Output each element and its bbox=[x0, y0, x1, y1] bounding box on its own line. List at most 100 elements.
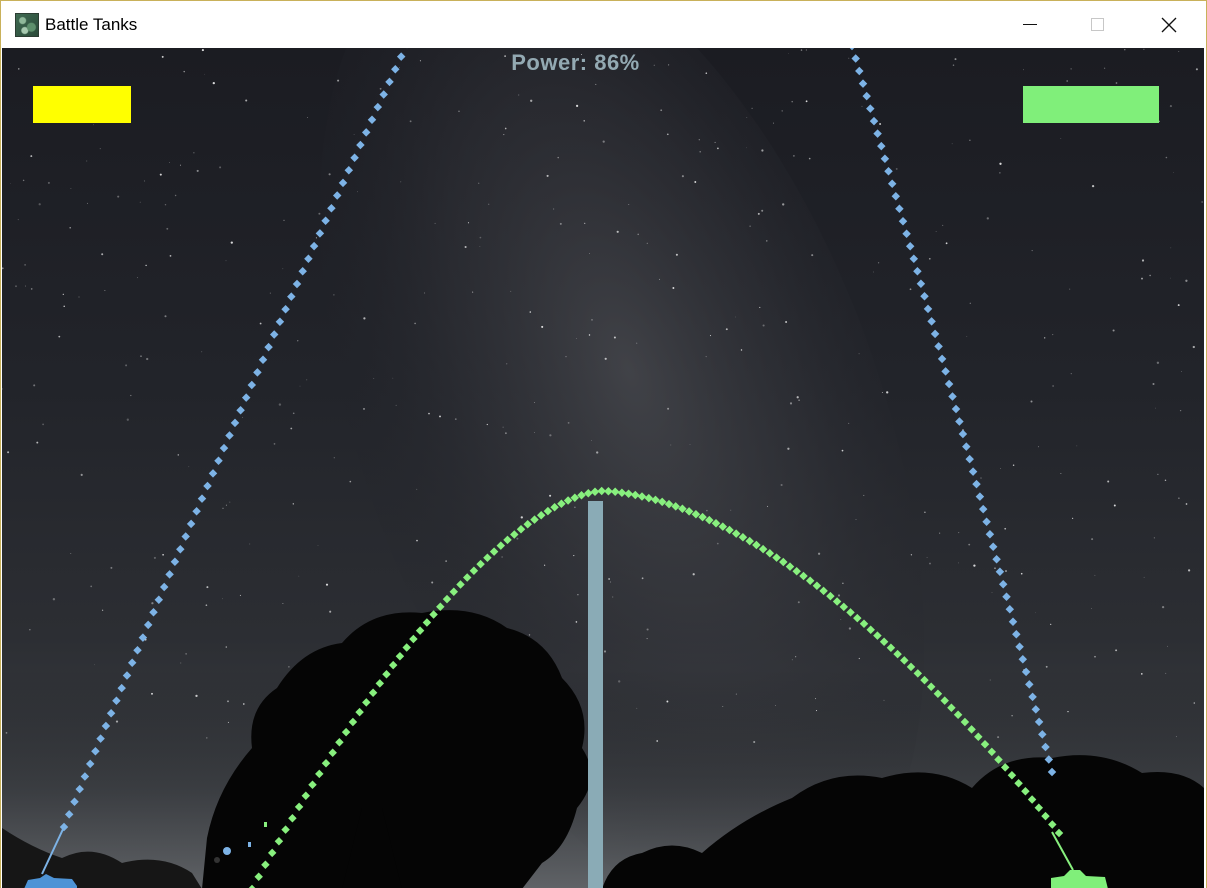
trajectory-dot bbox=[902, 229, 911, 239]
trajectory-dot bbox=[338, 178, 348, 188]
trajectory-dot bbox=[862, 91, 871, 101]
trajectory-dot bbox=[181, 532, 190, 541]
trajectory-dot bbox=[884, 166, 893, 176]
trajectory-dot bbox=[476, 559, 485, 569]
trajectory-dot bbox=[980, 740, 990, 749]
trajectory-dot bbox=[536, 510, 546, 520]
maximize-button[interactable] bbox=[1075, 1, 1121, 48]
trajectory-dot bbox=[1012, 630, 1021, 639]
trajectory-dot bbox=[988, 542, 998, 551]
trajectory-dot bbox=[149, 608, 158, 617]
trajectory-dot bbox=[530, 515, 539, 524]
trajectory-dot bbox=[698, 512, 707, 522]
stars bbox=[2, 48, 1203, 748]
trajectory-dot bbox=[1000, 763, 1010, 772]
trajectory-dot bbox=[987, 747, 997, 757]
trajectory-dot bbox=[1041, 811, 1050, 821]
trajectory-dot bbox=[1018, 655, 1028, 664]
trajectory-dot bbox=[745, 536, 754, 546]
trajectory-dot bbox=[321, 758, 331, 768]
maximize-icon bbox=[1091, 18, 1104, 31]
trajectory-dot bbox=[309, 241, 319, 251]
trajectory-dot bbox=[930, 329, 940, 339]
trajectory-dot bbox=[106, 709, 116, 718]
trajectory-dot bbox=[617, 488, 627, 497]
trajectory-dot bbox=[287, 292, 296, 301]
trajectory-dot bbox=[758, 544, 768, 554]
trajectory-dot bbox=[994, 755, 1003, 764]
player2-health-bar bbox=[1023, 86, 1159, 123]
trajectory-dot bbox=[350, 153, 359, 162]
trajectory-dot bbox=[361, 128, 371, 137]
trajectory-dot bbox=[385, 77, 394, 87]
trajectory-dot bbox=[328, 748, 337, 757]
trajectory-dot bbox=[1034, 803, 1044, 812]
trajectory-dot bbox=[373, 102, 383, 112]
trajectory-dot bbox=[577, 490, 586, 500]
trajectory-dot bbox=[402, 643, 411, 652]
trajectory-dot bbox=[258, 355, 268, 364]
trajectory-dot bbox=[913, 267, 922, 276]
trajectory-dot bbox=[893, 649, 902, 659]
trajectory-dot bbox=[422, 618, 432, 627]
trajectory-dot bbox=[705, 515, 714, 525]
trajectory-dot bbox=[165, 570, 174, 579]
trajectory-dot bbox=[264, 342, 273, 352]
trajectory-dot bbox=[91, 746, 100, 756]
trajectory-dot bbox=[348, 717, 358, 727]
trajectory-dot bbox=[879, 637, 889, 646]
trajectory-dot bbox=[230, 418, 240, 428]
trajectory-dot bbox=[960, 717, 970, 727]
trajectory-dot bbox=[671, 502, 680, 511]
trajectory-dot bbox=[853, 613, 862, 623]
trajectory-dot bbox=[855, 66, 864, 76]
trajectory-dot bbox=[80, 772, 90, 781]
trajectory-dot bbox=[1038, 730, 1047, 739]
trajectory-dot bbox=[456, 580, 465, 589]
minimize-icon bbox=[1023, 24, 1037, 25]
trajectory-dot bbox=[489, 547, 499, 556]
trajectory-dot bbox=[154, 595, 164, 604]
trajectory-dot bbox=[992, 554, 1001, 564]
trajectory-dot bbox=[731, 529, 741, 538]
game-overlay bbox=[24, 48, 1108, 888]
power-readout: Power: 86% bbox=[511, 50, 640, 75]
trajectory-dot bbox=[367, 115, 377, 125]
trajectory-dot bbox=[651, 495, 660, 505]
trajectory-dot bbox=[281, 304, 290, 314]
trajectory-dot bbox=[859, 619, 869, 629]
trajectory-dot bbox=[887, 179, 897, 188]
trajectory-dot bbox=[275, 317, 285, 327]
trajectory-dot bbox=[951, 404, 961, 414]
trajectory-dot bbox=[203, 481, 212, 491]
trajectory-dot bbox=[516, 525, 526, 534]
trajectory-dot bbox=[253, 368, 262, 377]
trajectory-dot bbox=[657, 497, 667, 507]
trajectory-dot bbox=[880, 154, 890, 163]
trajectory-dot bbox=[186, 519, 196, 529]
game-canvas[interactable]: Power: 86% bbox=[2, 48, 1204, 888]
trajectory-dot bbox=[176, 544, 185, 554]
trajectory-dot bbox=[891, 191, 901, 201]
trajectory-dot bbox=[1014, 779, 1023, 788]
minimize-button[interactable] bbox=[1007, 1, 1053, 48]
close-button[interactable] bbox=[1146, 1, 1192, 48]
trajectory-dot bbox=[261, 860, 270, 870]
trajectory-dot bbox=[462, 573, 472, 582]
trajectory-dot bbox=[301, 791, 311, 800]
trajectory-dot bbox=[799, 571, 808, 581]
trajectory-dot bbox=[933, 689, 943, 698]
trajectory-dot bbox=[315, 769, 324, 779]
trajectory-dot bbox=[388, 660, 398, 670]
trajectory-dot bbox=[133, 645, 142, 655]
trajectory-dot bbox=[409, 634, 418, 644]
player1-tank[interactable] bbox=[24, 826, 77, 888]
trajectory-dot bbox=[965, 454, 974, 464]
trajectory-dot bbox=[192, 507, 201, 516]
player2-tank[interactable] bbox=[1051, 831, 1108, 888]
trajectory-dot bbox=[304, 254, 313, 263]
title-bar[interactable]: Battle Tanks bbox=[1, 1, 1206, 48]
trajectory-dot bbox=[920, 675, 929, 685]
trajectory-dot bbox=[995, 567, 1005, 576]
